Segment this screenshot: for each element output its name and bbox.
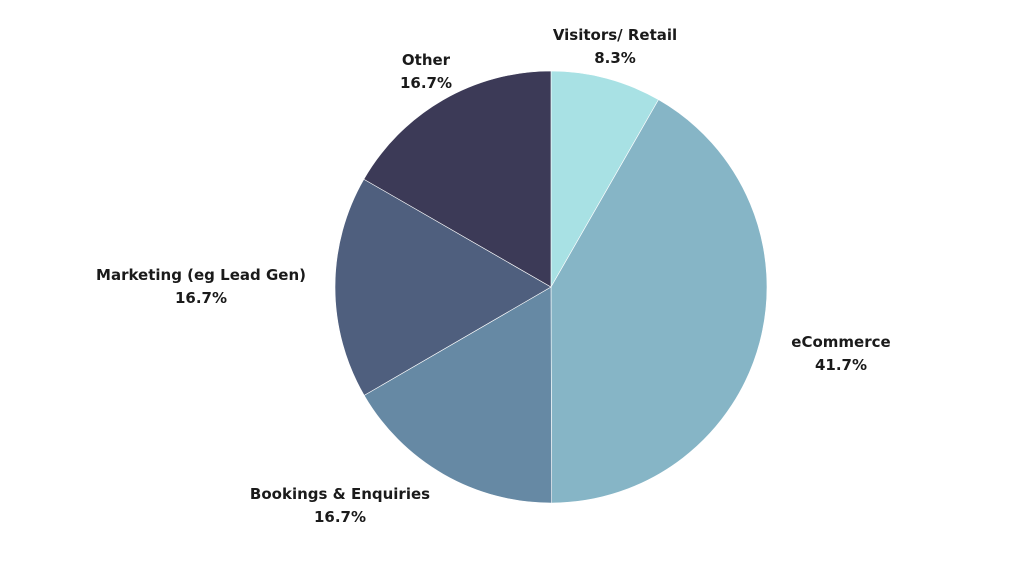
slice-value-bookings-enquiries: 16.7%	[314, 508, 366, 526]
pie-labels: Visitors/ Retail 8.3% eCommerce 41.7% Bookin…	[96, 26, 891, 526]
slice-label-marketing-eg-lead-gen: Marketing (eg Lead Gen)	[96, 266, 306, 284]
pie-slice-marketing-eg-lead-gen	[334, 178, 552, 396]
pie-slice-bookings-enquiries	[363, 286, 552, 504]
slice-value-marketing-eg-lead-gen: 16.7%	[175, 289, 227, 307]
slice-value-other: 16.7%	[400, 74, 452, 92]
pie-slices	[334, 70, 768, 504]
slice-label-ecommerce: eCommerce	[791, 333, 890, 351]
slice-label-visitors-retail: Visitors/ Retail	[553, 26, 677, 44]
pie-slice-other	[363, 70, 552, 288]
pie-slice-ecommerce	[550, 99, 768, 504]
slice-label-bookings-enquiries: Bookings & Enquiries	[250, 485, 430, 503]
slice-value-visitors-retail: 8.3%	[594, 49, 636, 67]
slice-value-ecommerce: 41.7%	[815, 356, 867, 374]
slice-label-other: Other	[402, 51, 451, 69]
pie-slice-visitors-retail	[550, 70, 659, 289]
